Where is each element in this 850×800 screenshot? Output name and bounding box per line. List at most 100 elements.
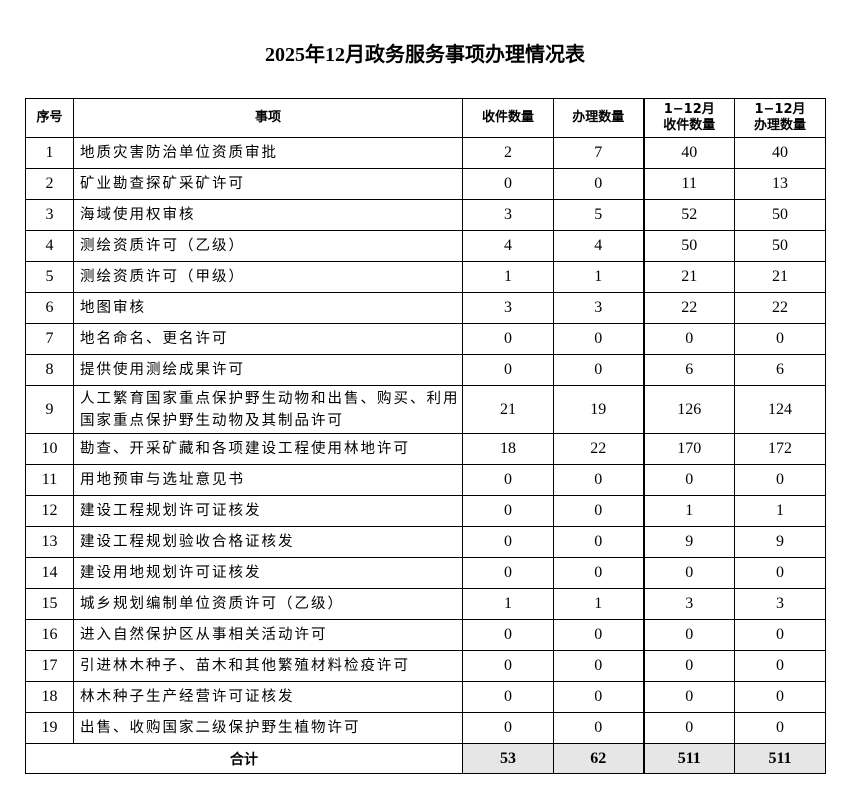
table-row: 17 引进林木种子、苗木和其他繁殖材料检疫许可 0 0 0 0	[25, 650, 826, 682]
row-item: 进入自然保护区从事相关活动许可	[73, 619, 463, 651]
row-number: 8	[25, 354, 74, 386]
row-number: 2	[25, 168, 74, 200]
row-recv: 0	[462, 323, 554, 355]
row-done: 0	[553, 650, 644, 682]
table-row: 3 海域使用权审核 3 5 52 50	[25, 199, 826, 231]
table-row: 7 地名命名、更名许可 0 0 0 0	[25, 323, 826, 355]
row-item: 勘查、开采矿藏和各项建设工程使用林地许可	[73, 433, 463, 465]
header-ytd-done: 1−12月 办理数量	[734, 98, 826, 138]
row-number: 12	[25, 495, 74, 527]
row-ytd-recv: 170	[642, 433, 735, 465]
row-item: 城乡规划编制单位资质许可（乙级）	[73, 588, 463, 620]
row-ytd-done: 9	[734, 526, 826, 558]
total-recv: 53	[462, 743, 554, 774]
row-ytd-done: 3	[734, 588, 826, 620]
total-ytd-recv: 511	[642, 743, 735, 774]
row-number: 17	[25, 650, 74, 682]
row-recv: 0	[462, 495, 554, 527]
row-recv: 0	[462, 168, 554, 200]
row-ytd-done: 0	[734, 557, 826, 589]
row-ytd-done: 13	[734, 168, 826, 200]
row-number: 18	[25, 681, 74, 713]
row-item: 地名命名、更名许可	[73, 323, 463, 355]
row-done: 0	[553, 619, 644, 651]
row-recv: 2	[462, 137, 554, 169]
row-ytd-done: 21	[734, 261, 826, 293]
table-row: 14 建设用地规划许可证核发 0 0 0 0	[25, 557, 826, 589]
table-row: 4 测绘资质许可（乙级） 4 4 50 50	[25, 230, 826, 262]
row-ytd-recv: 11	[642, 168, 735, 200]
row-ytd-done: 172	[734, 433, 826, 465]
row-recv: 0	[462, 464, 554, 496]
row-done: 1	[553, 261, 644, 293]
header-ytd-recv: 1−12月 收件数量	[642, 98, 735, 138]
row-number: 5	[25, 261, 74, 293]
row-done: 22	[553, 433, 644, 465]
table-row: 16 进入自然保护区从事相关活动许可 0 0 0 0	[25, 619, 826, 651]
row-done: 5	[553, 199, 644, 231]
table-row: 9 人工繁育国家重点保护野生动物和出售、购买、利用国家重点保护野生动物及其制品许可…	[25, 385, 826, 434]
row-number: 14	[25, 557, 74, 589]
row-item: 测绘资质许可（乙级）	[73, 230, 463, 262]
row-recv: 3	[462, 199, 554, 231]
row-ytd-done: 22	[734, 292, 826, 324]
row-ytd-recv: 9	[642, 526, 735, 558]
header-recv: 收件数量	[462, 98, 554, 138]
row-recv: 3	[462, 292, 554, 324]
row-item: 矿业勘查探矿采矿许可	[73, 168, 463, 200]
total-row: 合计 53 62 511 511	[25, 743, 826, 774]
header-ytd-recv-line2: 收件数量	[663, 118, 716, 133]
row-ytd-done: 124	[734, 385, 826, 434]
total-label: 合计	[25, 743, 463, 774]
total-ytd-done: 511	[734, 743, 826, 774]
table-row: 5 测绘资质许可（甲级） 1 1 21 21	[25, 261, 826, 293]
row-done: 3	[553, 292, 644, 324]
row-item: 建设工程规划验收合格证核发	[73, 526, 463, 558]
row-number: 15	[25, 588, 74, 620]
row-done: 4	[553, 230, 644, 262]
row-ytd-recv: 52	[642, 199, 735, 231]
row-done: 0	[553, 681, 644, 713]
header-ytd-done-line2: 办理数量	[753, 118, 806, 133]
row-recv: 0	[462, 712, 554, 744]
row-number: 11	[25, 464, 74, 496]
row-ytd-done: 6	[734, 354, 826, 386]
row-number: 10	[25, 433, 74, 465]
row-recv: 18	[462, 433, 554, 465]
row-number: 19	[25, 712, 74, 744]
table-row: 13 建设工程规划验收合格证核发 0 0 9 9	[25, 526, 826, 558]
table-row: 18 林木种子生产经营许可证核发 0 0 0 0	[25, 681, 826, 713]
row-done: 0	[553, 464, 644, 496]
row-ytd-recv: 6	[642, 354, 735, 386]
row-ytd-recv: 40	[642, 137, 735, 169]
row-ytd-recv: 0	[642, 650, 735, 682]
row-recv: 0	[462, 354, 554, 386]
row-ytd-recv: 50	[642, 230, 735, 262]
header-done: 办理数量	[553, 98, 644, 138]
row-done: 0	[553, 495, 644, 527]
row-item: 用地预审与选址意见书	[73, 464, 463, 496]
row-recv: 4	[462, 230, 554, 262]
row-ytd-recv: 126	[642, 385, 735, 434]
row-done: 7	[553, 137, 644, 169]
total-done: 62	[553, 743, 644, 774]
row-ytd-done: 0	[734, 681, 826, 713]
row-item: 测绘资质许可（甲级）	[73, 261, 463, 293]
row-ytd-done: 1	[734, 495, 826, 527]
row-number: 13	[25, 526, 74, 558]
row-item: 海域使用权审核	[73, 199, 463, 231]
row-ytd-done: 0	[734, 712, 826, 744]
table-row: 12 建设工程规划许可证核发 0 0 1 1	[25, 495, 826, 527]
page-title: 2025年12月政务服务事项办理情况表	[265, 44, 585, 66]
row-item: 建设工程规划许可证核发	[73, 495, 463, 527]
header-row: 序号 事项 收件数量 办理数量 1−12月 收件数量 1−12月 办理数量	[25, 98, 826, 138]
row-item: 引进林木种子、苗木和其他繁殖材料检疫许可	[73, 650, 463, 682]
row-ytd-recv: 1	[642, 495, 735, 527]
row-item: 林木种子生产经营许可证核发	[73, 681, 463, 713]
row-done: 0	[553, 323, 644, 355]
row-done: 19	[553, 385, 644, 434]
row-ytd-recv: 22	[642, 292, 735, 324]
table-row: 1 地质灾害防治单位资质审批 2 7 40 40	[25, 137, 826, 169]
header-ytd-done-line1: 1−12月	[754, 102, 806, 117]
services-table: 序号 事项 收件数量 办理数量 1−12月 收件数量 1−12月 办理数量 1 地质灾…	[25, 98, 826, 774]
